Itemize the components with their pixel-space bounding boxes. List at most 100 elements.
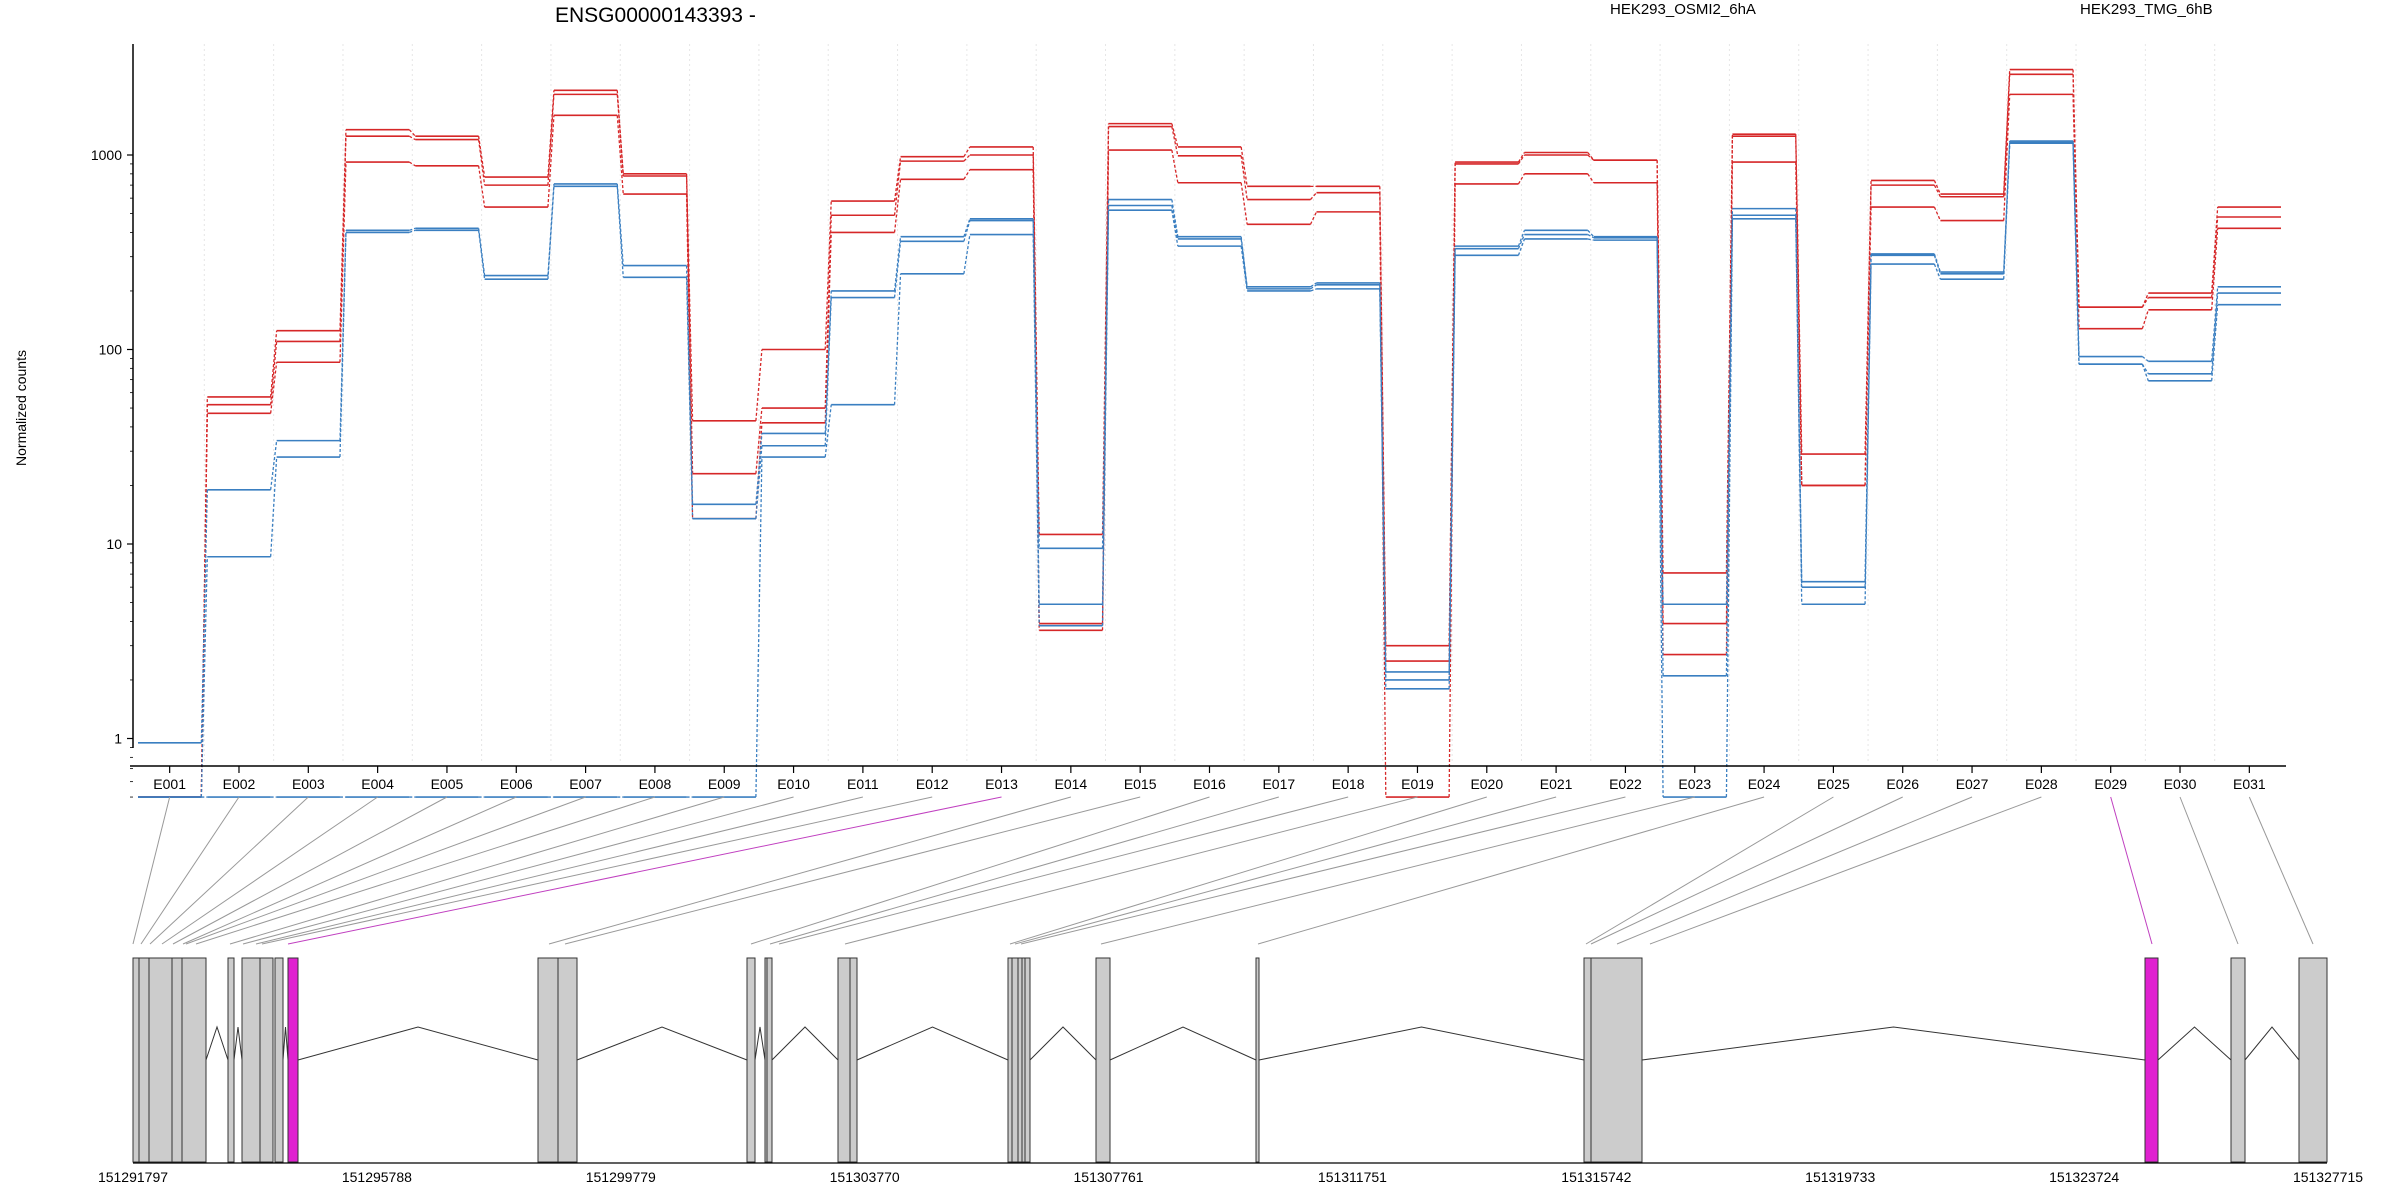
exon-connector	[255, 796, 864, 945]
series-3	[138, 93, 2281, 798]
exon-connector	[778, 796, 1349, 945]
data-connector	[2141, 297, 2149, 308]
data-connector	[616, 94, 624, 177]
data-connector	[1240, 182, 1248, 225]
exon-connector	[195, 796, 656, 945]
coord-tick-label: 151315742	[1561, 1169, 1631, 1185]
x-tick-label: E025	[1817, 776, 1850, 792]
data-connector	[269, 341, 278, 405]
data-connector	[1032, 234, 1040, 626]
data-connector	[547, 186, 555, 280]
x-tick-label: E015	[1124, 776, 1157, 792]
data-connector	[1309, 211, 1318, 225]
data-connector	[1448, 255, 1456, 689]
exon-box	[1011, 957, 1019, 1163]
exon-box	[171, 957, 183, 1163]
gene-model-track	[132, 957, 2328, 1163]
series-6	[138, 142, 2281, 798]
exon-box	[259, 957, 274, 1163]
data-connector	[1795, 134, 1803, 455]
data-connector	[1171, 205, 1179, 240]
x-tick-label: E002	[223, 776, 256, 792]
data-connector	[616, 183, 624, 266]
x-tick-label: E014	[1055, 776, 1088, 792]
exon-connector	[1009, 796, 1487, 945]
exon-connector	[185, 796, 586, 945]
series-5	[138, 141, 2281, 798]
x-tick-label: E020	[1470, 776, 1503, 792]
data-connector	[1379, 288, 1387, 689]
intron-line	[233, 1026, 243, 1061]
y-axis-label: Normalized counts	[13, 350, 29, 466]
x-tick-label: E016	[1193, 776, 1226, 792]
x-tick-label: E023	[1678, 776, 1711, 792]
series-layer	[138, 68, 2281, 798]
exon-connector	[2248, 796, 2314, 945]
data-connector	[1656, 240, 1664, 798]
data-connector	[2211, 207, 2219, 294]
exon-connector	[161, 796, 378, 945]
data-connector	[1864, 207, 1872, 486]
data-connector	[1171, 149, 1179, 183]
exon-box	[766, 957, 773, 1163]
data-connector	[1310, 284, 1317, 290]
coord-tick-label: 151307761	[1074, 1169, 1144, 1185]
data-connector	[2141, 364, 2149, 382]
chart-title: ENSG00000143393 -	[555, 4, 756, 27]
exon-connector	[1257, 796, 1765, 945]
exon-connector	[2110, 796, 2153, 945]
exon-connector	[844, 796, 1418, 945]
data-connector	[2211, 304, 2219, 381]
y-tick-label: 1	[114, 731, 122, 747]
intron-line	[771, 1026, 839, 1061]
data-connector	[2072, 143, 2080, 365]
data-connector	[200, 489, 208, 743]
x-tick-label: E010	[777, 776, 810, 792]
x-tick-label: E030	[2164, 776, 2197, 792]
x-tick-label: E011	[847, 776, 879, 792]
intron-line	[205, 1025, 229, 1061]
data-connector	[1933, 184, 1941, 198]
x-tick-label: E008	[639, 776, 672, 792]
data-connector	[1587, 173, 1595, 184]
data-connector	[755, 433, 763, 505]
x-tick-label: E027	[1956, 776, 1989, 792]
data-connector	[1240, 146, 1248, 187]
coord-tick-label: 151323724	[2049, 1169, 2119, 1185]
intron-line	[856, 1026, 1009, 1061]
data-connector	[547, 115, 555, 208]
exon-connector	[172, 796, 448, 945]
data-connector	[409, 227, 416, 231]
data-connector	[2211, 293, 2219, 374]
data-connector	[1656, 237, 1664, 676]
x-tick-label: E017	[1262, 776, 1295, 792]
data-connector	[893, 273, 902, 405]
intron-line	[576, 1026, 748, 1061]
coord-tick-label: 151311751	[1318, 1169, 1387, 1185]
data-connector	[963, 220, 971, 242]
data-connector	[2003, 74, 2011, 197]
data-connector	[408, 129, 416, 137]
series-1	[138, 68, 2281, 798]
x-tick-label: E029	[2094, 776, 2127, 792]
x-tick-label: E007	[569, 776, 602, 792]
data-connector	[1310, 282, 1317, 288]
data-connector	[2003, 94, 2011, 221]
data-connector	[477, 165, 486, 208]
data-connector	[893, 156, 902, 202]
series-4	[138, 140, 2281, 744]
data-connector	[755, 457, 763, 798]
data-connector	[1517, 238, 1526, 256]
coord-tick-label: 151319733	[1805, 1169, 1875, 1185]
exon-connector	[2179, 796, 2239, 945]
legend-entry-tmg: HEK293_TMG_6hB	[2080, 1, 2213, 18]
data-connector	[893, 161, 902, 216]
intron-line	[297, 1026, 539, 1061]
exon-gridlines	[203, 44, 2216, 762]
x-tick-label: E012	[916, 776, 949, 792]
data-connector	[755, 349, 763, 421]
data-connector	[1517, 152, 1526, 163]
data-connector	[1933, 263, 1941, 280]
exon-connector	[140, 796, 240, 945]
x-tick-label: E009	[708, 776, 741, 792]
